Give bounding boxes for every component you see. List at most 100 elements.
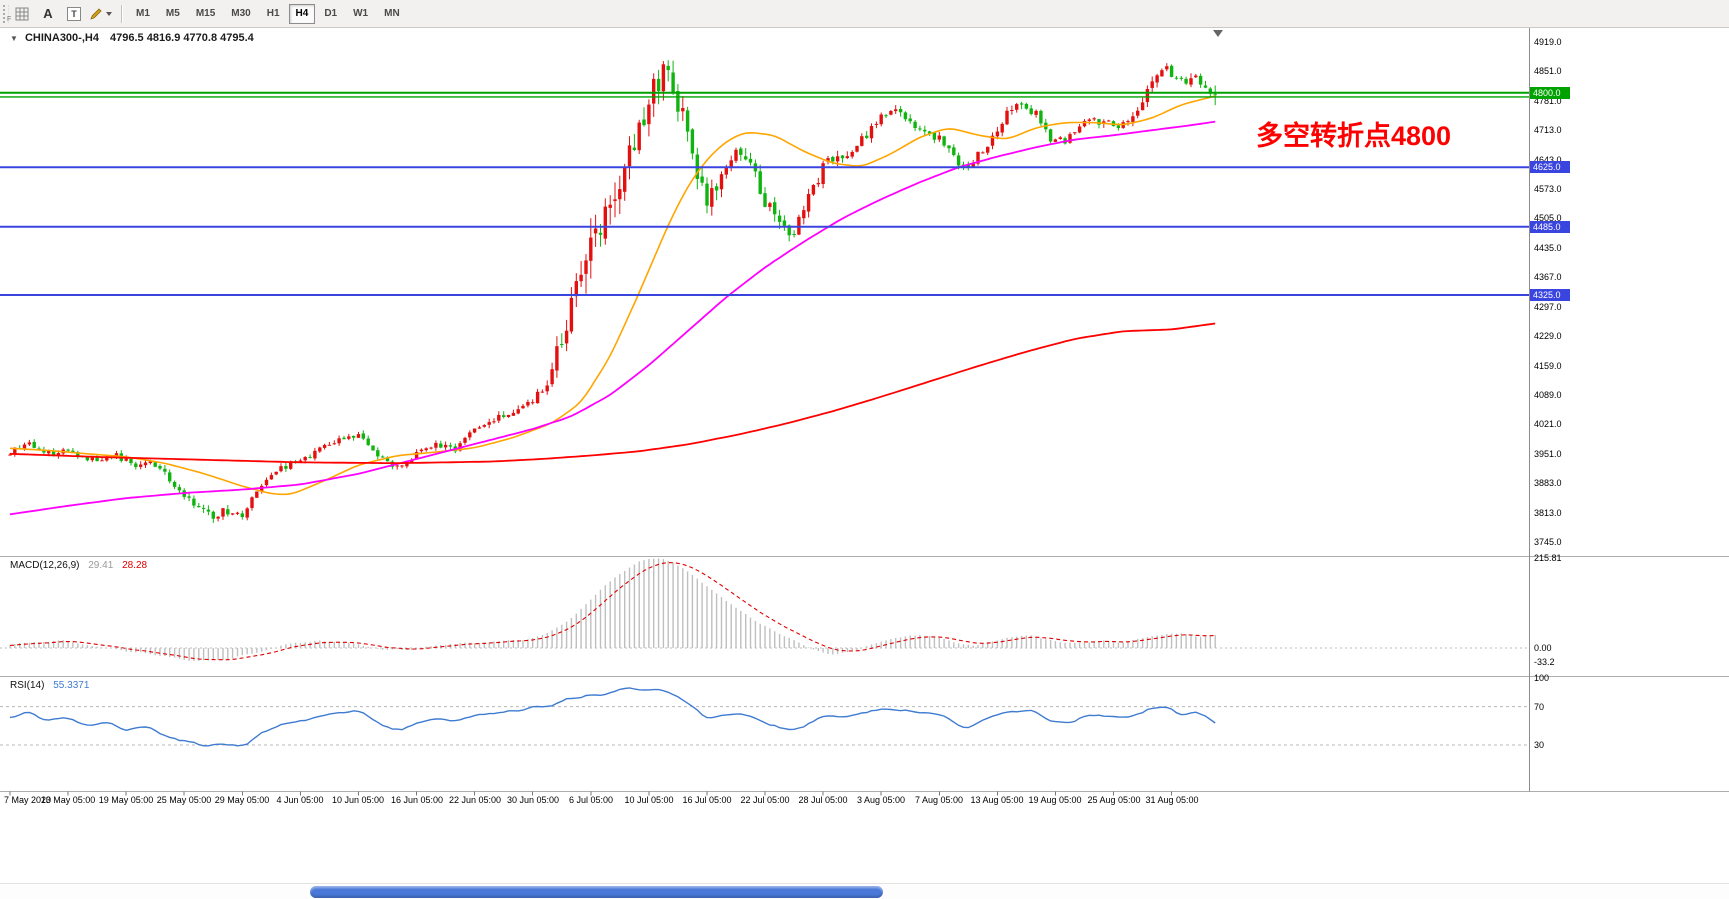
time-axis-label: 19 May 05:00	[98, 795, 154, 805]
one-click-trading-toggle[interactable]: ▼	[10, 34, 18, 43]
symbol-name: CHINA300-,H4	[24, 32, 99, 44]
price-axis-label: 4505.0	[1534, 213, 1562, 223]
rsi-axis-label: 100	[1534, 673, 1550, 683]
price-axis-label: 3745.0	[1534, 537, 1562, 547]
macd-axis-label: 215.81	[1534, 553, 1562, 563]
price-axis-label: 3883.0	[1534, 478, 1562, 488]
price-axis-label: 4573.0	[1534, 184, 1562, 194]
period-button-W1[interactable]: W1	[346, 4, 375, 24]
time-axis-label: 7 May 2020	[4, 795, 52, 805]
rsi-value: 55.3371	[53, 680, 90, 691]
period-button-M5[interactable]: M5	[159, 4, 187, 24]
time-axis-label: 4 Jun 05:00	[276, 795, 324, 805]
macd-axis-label: -33.2	[1534, 657, 1555, 667]
panel-borders	[0, 556, 1729, 792]
price-axis-label: 4089.0	[1534, 390, 1562, 400]
macd-axis-label: 0.00	[1534, 643, 1552, 653]
price-axis-label: 4159.0	[1534, 361, 1562, 371]
horizontal-scrollbar[interactable]	[0, 883, 1729, 899]
price-axis-label: 4851.0	[1534, 66, 1562, 76]
timeframe-toolbar: M1 M5 M15 M30 H1 H4 D1 W1 MN	[129, 3, 407, 24]
time-axis-label: 30 Jun 05:00	[506, 795, 560, 805]
rsi-axis-label: 70	[1534, 702, 1545, 712]
chart-shift-marker[interactable]	[1213, 30, 1223, 37]
time-axis-label: 10 Jun 05:00	[331, 795, 385, 805]
draw-tool-button[interactable]	[88, 3, 113, 25]
rsi-indicator-name: RSI(14)	[10, 680, 45, 691]
rsi-panel-label: RSI(14) 55.3371	[10, 680, 95, 691]
time-axis-label: 10 Jul 05:00	[624, 795, 674, 805]
time-axis-label: 13 Aug 05:00	[970, 795, 1024, 805]
toolbar: F A T M1 M5 M15 M30 H1 H4 D1 W1 MN	[0, 0, 1729, 28]
rsi-line	[9, 687, 1216, 747]
price-axis-label: 4021.0	[1534, 419, 1562, 429]
macd-histogram	[9, 558, 1216, 661]
ma-slow-line	[9, 322, 1216, 464]
period-button-D1[interactable]: D1	[317, 4, 344, 24]
text-label-button[interactable]: T	[62, 3, 86, 25]
price-level-badge: 4800.0	[1530, 87, 1570, 99]
toolbar-separator	[121, 4, 122, 23]
text-a-icon: A	[43, 6, 53, 21]
time-axis-label: 22 Jul 05:00	[740, 795, 790, 805]
price-axis[interactable]: 4919.0 4851.0 4781.0 4713.0 4643.0 4573.0 4505…	[1529, 28, 1729, 791]
time-axis-label: 25 May 05:00	[156, 795, 212, 805]
chevron-down-icon	[106, 11, 112, 16]
period-button-M15[interactable]: M15	[189, 4, 222, 24]
price-axis-label: 4435.0	[1534, 243, 1562, 253]
price-axis-label: 4643.0	[1534, 155, 1562, 165]
grid-icon[interactable]	[10, 3, 34, 25]
period-button-MN[interactable]: MN	[377, 4, 407, 24]
macd-signal-line	[9, 562, 1216, 661]
price-level-badge: 4485.0	[1530, 221, 1570, 233]
time-axis-label: 16 Jun 05:00	[390, 795, 444, 805]
time-axis-label: 22 Jun 05:00	[448, 795, 502, 805]
macd-panel-label: MACD(12,26,9) 29.41 28.28	[10, 560, 153, 571]
period-button-H1[interactable]: H1	[260, 4, 287, 24]
time-axis-label: 19 Aug 05:00	[1028, 795, 1082, 805]
macd-indicator-name: MACD(12,26,9)	[10, 560, 80, 571]
time-axis-label: 3 Aug 05:00	[856, 795, 906, 805]
ma-fast-line	[9, 95, 1216, 496]
macd-value-signal: 28.28	[122, 560, 148, 571]
time-axis-label: 7 Aug 05:00	[914, 795, 964, 805]
price-axis-label: 4297.0	[1534, 302, 1562, 312]
chart-title: ▼ CHINA300-,H4 4796.5 4816.9 4770.8 4795…	[10, 32, 254, 44]
time-ticks	[9, 791, 1173, 796]
time-axis-label: 29 May 05:00	[214, 795, 270, 805]
text-t-icon: T	[67, 6, 81, 21]
price-axis-label: 4781.0	[1534, 96, 1562, 106]
price-axis-label: 3813.0	[1534, 508, 1562, 518]
price-axis-label: 4919.0	[1534, 37, 1562, 47]
price-level-badge: 4325.0	[1530, 289, 1570, 301]
chart-annotation-text[interactable]: 多空转折点4800	[1256, 121, 1452, 151]
time-axis-label: 16 Jul 05:00	[682, 795, 732, 805]
period-button-H4[interactable]: H4	[288, 3, 316, 24]
time-axis-label: 25 Aug 05:00	[1087, 795, 1141, 805]
price-level-badge: 4625.0	[1530, 161, 1570, 173]
pencil-icon	[90, 7, 102, 20]
grid-icon-glyph	[15, 7, 29, 20]
ma-mid-line	[9, 120, 1216, 516]
toolbar-grip[interactable]	[3, 4, 9, 23]
time-axis[interactable]: 7 May 2020 13 May 05:00 19 May 05:00 25 May…	[0, 791, 1529, 813]
period-button-M30[interactable]: M30	[224, 4, 257, 24]
text-annotation-button[interactable]: A	[36, 3, 60, 25]
price-axis-label: 3951.0	[1534, 449, 1562, 459]
time-axis-label: 28 Jul 05:00	[798, 795, 848, 805]
period-button-M1[interactable]: M1	[129, 4, 157, 24]
time-axis-label: 13 May 05:00	[40, 795, 96, 805]
time-axis-label: 31 Aug 05:00	[1145, 795, 1199, 805]
price-axis-label: 4367.0	[1534, 272, 1562, 282]
price-axis-label: 4713.0	[1534, 125, 1562, 135]
rsi-axis-label: 30	[1534, 740, 1545, 750]
macd-value-main: 29.41	[88, 560, 114, 571]
scrollbar-thumb[interactable]	[310, 886, 883, 898]
price-axis-label: 4229.0	[1534, 331, 1562, 341]
toolbar-grip-label: F	[7, 16, 12, 23]
candles-layer	[8, 60, 1217, 523]
time-axis-label: 6 Jul 05:00	[568, 795, 614, 805]
symbol-ohlc-values: 4796.5 4816.9 4770.8 4795.4	[110, 32, 254, 44]
